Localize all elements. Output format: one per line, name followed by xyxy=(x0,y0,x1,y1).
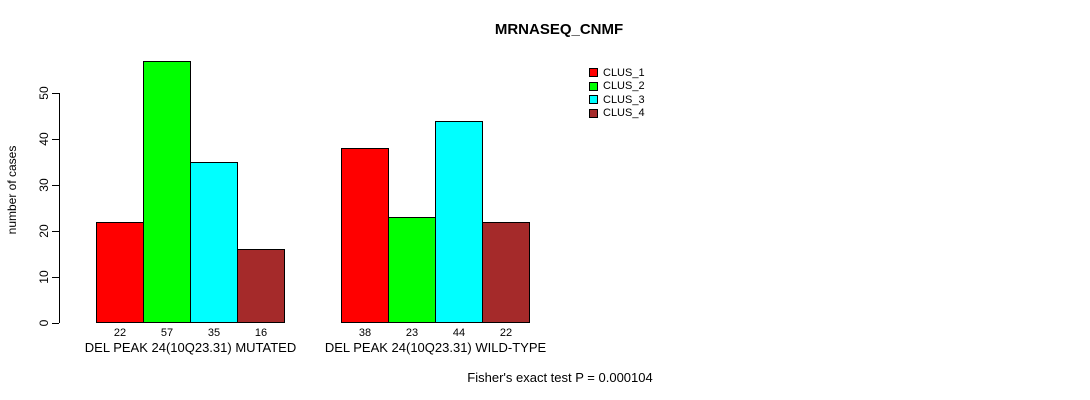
bar-value-label: 57 xyxy=(160,327,174,339)
legend-swatch-icon xyxy=(589,81,598,91)
bar-clus_2-group2 xyxy=(388,217,436,323)
bar-clus_1-group1 xyxy=(96,222,144,323)
bar-clus_3-group1 xyxy=(190,162,238,323)
fisher-test-annotation: Fisher's exact test P = 0.000104 xyxy=(467,370,653,385)
chart-title: MRNASEQ_CNMF xyxy=(494,21,624,38)
y-tick-mark xyxy=(52,323,59,324)
y-tick-label: 0 xyxy=(37,319,51,327)
bar-value-label: 38 xyxy=(358,327,372,339)
bar-clus_3-group2 xyxy=(435,121,483,323)
y-tick-mark xyxy=(52,277,59,278)
y-tick-mark xyxy=(52,185,59,186)
group-label: DEL PEAK 24(10Q23.31) MUTATED xyxy=(84,340,297,355)
legend-label: CLUS_2 xyxy=(603,80,645,93)
legend-swatch-icon xyxy=(589,95,598,105)
bar-value-label: 16 xyxy=(254,327,268,339)
y-tick-label: 50 xyxy=(37,86,51,100)
bar-value-label: 22 xyxy=(499,327,513,339)
legend: CLUS_1 CLUS_2 CLUS_3 CLUS_4 xyxy=(589,66,645,120)
legend-item: CLUS_2 xyxy=(589,80,645,94)
legend-swatch-icon xyxy=(589,68,598,78)
bar-value-label: 44 xyxy=(452,327,466,339)
bar-clus_2-group1 xyxy=(143,61,191,323)
bar-value-label: 35 xyxy=(207,327,221,339)
legend-label: CLUS_3 xyxy=(603,93,645,106)
y-tick-mark xyxy=(52,93,59,94)
legend-label: CLUS_1 xyxy=(603,66,645,79)
legend-item: CLUS_4 xyxy=(589,107,645,121)
group-label: DEL PEAK 24(10Q23.31) WILD-TYPE xyxy=(324,340,547,355)
y-tick-label: 20 xyxy=(37,224,51,238)
y-axis-label: number of cases xyxy=(5,145,19,235)
bar-value-label: 23 xyxy=(405,327,419,339)
bar-value-label: 22 xyxy=(113,327,127,339)
y-tick-mark xyxy=(52,139,59,140)
y-tick-label: 40 xyxy=(37,132,51,146)
y-tick-label: 30 xyxy=(37,178,51,192)
y-axis-line xyxy=(59,93,60,323)
legend-item: CLUS_1 xyxy=(589,66,645,80)
legend-item: CLUS_3 xyxy=(589,93,645,107)
bar-clus_4-group1 xyxy=(237,249,285,323)
y-tick-mark xyxy=(52,231,59,232)
legend-swatch-icon xyxy=(589,108,598,118)
legend-label: CLUS_4 xyxy=(603,107,645,120)
y-tick-label: 10 xyxy=(37,270,51,284)
bar-clus_4-group2 xyxy=(482,222,530,323)
bar-clus_1-group2 xyxy=(341,148,389,323)
